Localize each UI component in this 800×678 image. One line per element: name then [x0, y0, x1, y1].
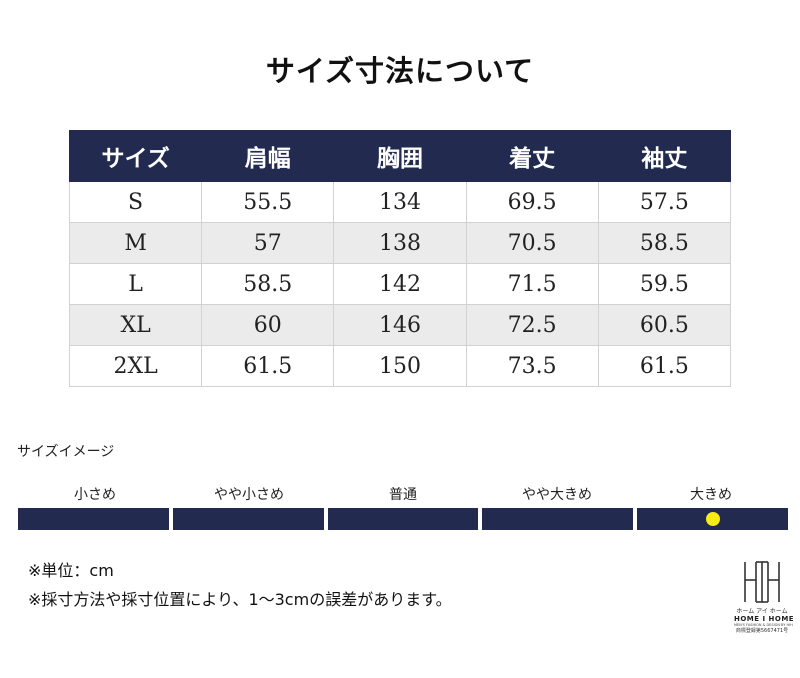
notes: ※単位：cm ※採寸方法や採寸位置により、1～3cmの誤差があります。 — [28, 556, 452, 614]
column-header-chest: 胸囲 — [333, 130, 467, 182]
table-cell: 72.5 — [465, 304, 599, 346]
size-scale-marker — [705, 512, 720, 526]
table-cell: 58.5 — [201, 263, 335, 305]
table-row: XL 60 146 72.5 60.5 — [68, 304, 732, 346]
table-cell: 150 — [333, 345, 467, 387]
table-cell: 60.5 — [597, 304, 732, 346]
size-scale-segment — [172, 508, 324, 530]
table-cell: 59.5 — [597, 263, 732, 305]
column-header-size: サイズ — [68, 130, 203, 182]
table-row: M 57 138 70.5 58.5 — [68, 222, 732, 264]
column-header-sleeve: 袖丈 — [597, 130, 732, 182]
logo-registration: 商標登録第5667471号 — [735, 628, 789, 634]
table-cell: 58.5 — [597, 222, 732, 264]
table-cell: 60 — [201, 304, 335, 346]
table-cell: 146 — [333, 304, 467, 346]
page-title: サイズ寸法について — [265, 54, 535, 88]
table-cell: 71.5 — [465, 263, 599, 305]
size-scale-label-normal: 普通 — [389, 487, 417, 503]
table-cell: S — [68, 181, 203, 223]
table-cell: L — [68, 263, 203, 305]
table-cell: 57.5 — [597, 181, 732, 223]
size-scale-segment — [482, 508, 634, 530]
size-scale-label-slightly-small: やや小さめ — [214, 487, 284, 503]
table-cell: M — [68, 222, 203, 264]
table-cell: 142 — [333, 263, 467, 305]
size-scale-labels: 小さめ やや小さめ 普通 やや大きめ 大きめ — [18, 484, 788, 504]
size-scale-label-large: 大きめ — [690, 487, 732, 503]
size-scale-bar — [18, 508, 788, 530]
size-scale-segment — [18, 508, 169, 530]
table-cell: 2XL — [68, 345, 203, 387]
table-cell: 134 — [333, 181, 467, 223]
logo-name: HOME I HOME — [734, 615, 795, 623]
table-row: S 55.5 134 69.5 57.5 — [68, 181, 732, 223]
size-scale-segment — [327, 508, 479, 530]
size-scale-label-small: 小さめ — [74, 487, 116, 503]
column-header-shoulder: 肩幅 — [201, 130, 335, 182]
table-cell: XL — [68, 304, 203, 346]
table-cell: 138 — [333, 222, 467, 264]
table-cell: 57 — [201, 222, 335, 264]
table-row: 2XL 61.5 150 73.5 61.5 — [68, 345, 732, 387]
table-header-row: サイズ 肩幅 胸囲 着丈 袖丈 — [68, 130, 732, 182]
table-cell: 61.5 — [201, 345, 335, 387]
table-cell: 70.5 — [465, 222, 599, 264]
hih-logo-icon — [744, 561, 780, 603]
note-unit: ※単位：cm — [28, 561, 114, 580]
size-table: サイズ 肩幅 胸囲 着丈 袖丈 S 55.5 134 69.5 57.5 M 5… — [68, 130, 732, 387]
table-cell: 69.5 — [465, 181, 599, 223]
logo-tagline: MEN'S FASHION & DESIGN BY HIH — [734, 623, 793, 627]
note-tolerance: ※採寸方法や採寸位置により、1～3cmの誤差があります。 — [28, 590, 452, 609]
size-scale-label-slightly-large: やや大きめ — [522, 487, 592, 503]
brand-logo: ホーム アイ ホーム HOME I HOME MEN'S FASHION & D… — [734, 560, 795, 634]
size-image-heading: サイズイメージ — [17, 444, 115, 460]
logo-kana: ホーム アイ ホーム — [736, 608, 788, 615]
size-scale-segment — [637, 508, 788, 530]
table-cell: 61.5 — [597, 345, 732, 387]
column-header-length: 着丈 — [465, 130, 599, 182]
table-cell: 55.5 — [201, 181, 335, 223]
table-row: L 58.5 142 71.5 59.5 — [68, 263, 732, 305]
table-cell: 73.5 — [465, 345, 599, 387]
